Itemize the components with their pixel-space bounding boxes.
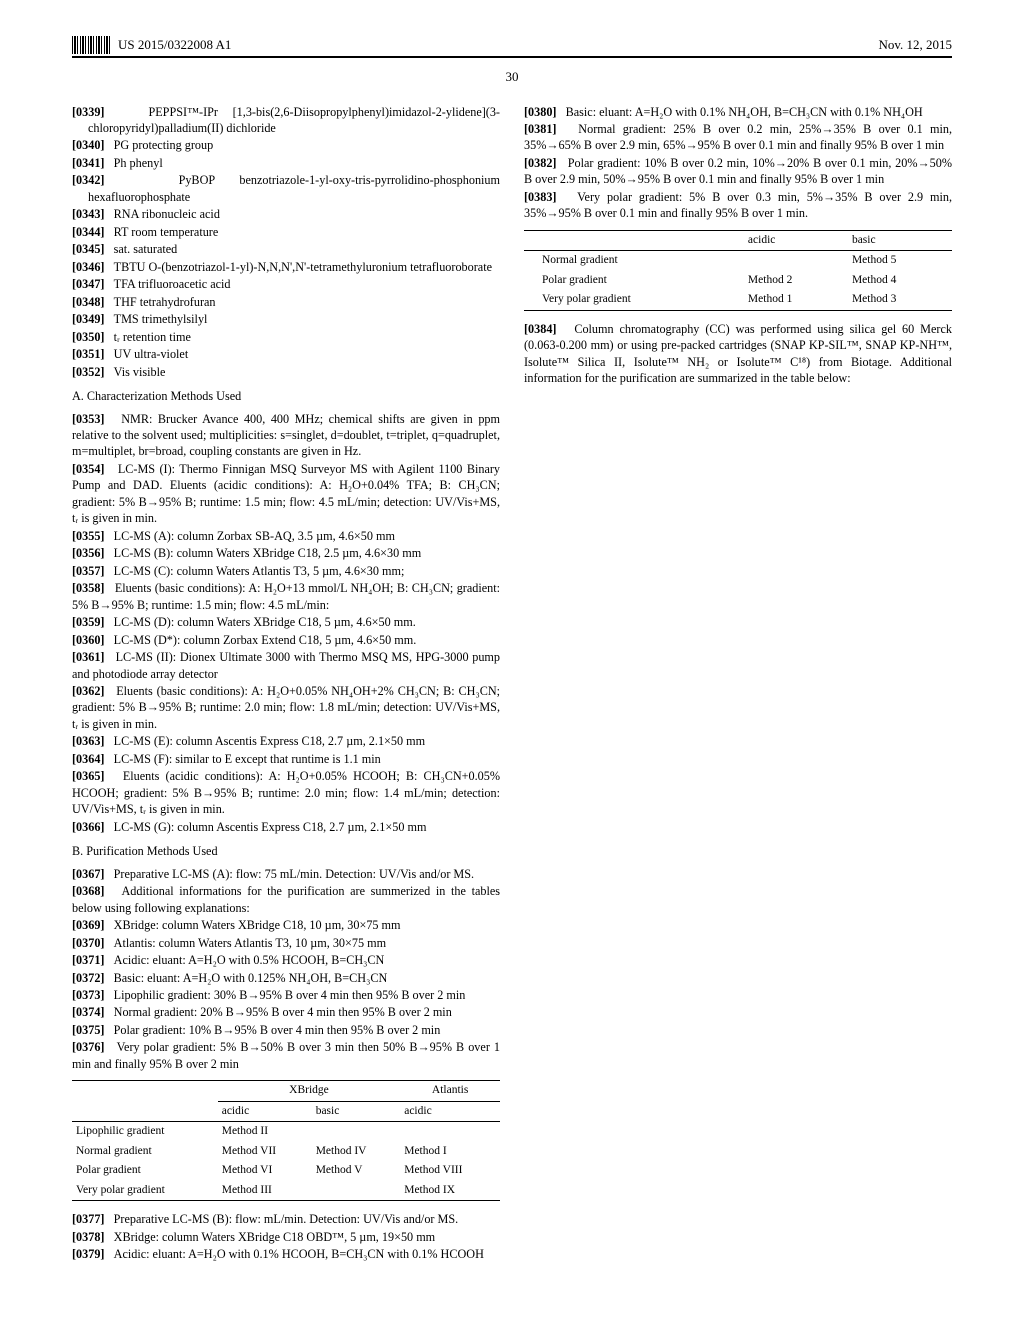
final-entry: [0384] Column chromatography (CC) was pe…: [524, 321, 952, 387]
abbrev-entry: [0344] RT room temperature: [72, 224, 500, 240]
publication-date: Nov. 12, 2015: [878, 36, 952, 54]
abbrev-entry: [0347] TFA trifluoroacetic acid: [72, 276, 500, 292]
char-entry: [0360] LC-MS (D*): column Zorbax Extend …: [72, 632, 500, 648]
right-entry: [0377] Preparative LC-MS (B): flow: mL/m…: [72, 1211, 500, 1227]
char-entry: [0366] LC-MS (G): column Ascentis Expres…: [72, 819, 500, 835]
right-entry: [0374] Normal gradient: 20% B→95% B over…: [72, 1004, 500, 1020]
abbrev-entry: [0345] sat. saturated: [72, 241, 500, 257]
right-entry: [0372] Basic: eluant: A=H₂O with 0.125% …: [72, 970, 500, 986]
char-entry: [0365] Eluents (acidic conditions): A: H…: [72, 768, 500, 817]
right-entry: [0381] Normal gradient: 25% B over 0.2 m…: [524, 121, 952, 154]
char-entry: [0356] LC-MS (B): column Waters XBridge …: [72, 545, 500, 561]
abbrev-entry: [0351] UV ultra-violet: [72, 346, 500, 362]
section-b-heading: B. Purification Methods Used: [72, 843, 500, 859]
right-entry: [0379] Acidic: eluant: A=H₂O with 0.1% H…: [72, 1246, 500, 1262]
abbrev-entry: [0341] Ph phenyl: [72, 155, 500, 171]
method-table-1: XBridgeAtlantis acidicbasicacidic Lipoph…: [72, 1080, 500, 1201]
method-table-2: acidicbasic Normal gradientMethod 5 Pola…: [524, 230, 952, 311]
page-number: 30: [72, 68, 952, 86]
right-entry: [0383] Very polar gradient: 5% B over 0.…: [524, 189, 952, 222]
char-entry: [0364] LC-MS (F): similar to E except th…: [72, 751, 500, 767]
char-entry: [0355] LC-MS (A): column Zorbax SB-AQ, 3…: [72, 528, 500, 544]
pur-entry: [0367] Preparative LC-MS (A): flow: 75 m…: [72, 866, 500, 882]
abbrev-entry: [0348] THF tetrahydrofuran: [72, 294, 500, 310]
content-columns: [0339] PEPPSI™-IPr [1,3-bis(2,6-Diisopro…: [72, 104, 952, 1269]
abbrev-entry: [0349] TMS trimethylsilyl: [72, 311, 500, 327]
char-entry: [0358] Eluents (basic conditions): A: H₂…: [72, 580, 500, 613]
char-entry: [0353] NMR: Brucker Avance 400, 400 MHz;…: [72, 411, 500, 460]
right-entry: [0368] Additional informations for the p…: [72, 883, 500, 916]
abbrev-entry: [0342] PyBOP benzotriazole-1-yl-oxy-tris…: [72, 172, 500, 205]
right-entry: [0382] Polar gradient: 10% B over 0.2 mi…: [524, 155, 952, 188]
char-entry: [0363] LC-MS (E): column Ascentis Expres…: [72, 733, 500, 749]
right-entry: [0376] Very polar gradient: 5% B→50% B o…: [72, 1039, 500, 1072]
right-entry: [0375] Polar gradient: 10% B→95% B over …: [72, 1022, 500, 1038]
abbrev-entry: [0343] RNA ribonucleic acid: [72, 206, 500, 222]
right-entry: [0370] Atlantis: column Waters Atlantis …: [72, 935, 500, 951]
right-entry: [0378] XBridge: column Waters XBridge C1…: [72, 1229, 500, 1245]
abbrev-entry: [0350] tᵣ retention time: [72, 329, 500, 345]
right-entry: [0371] Acidic: eluant: A=H₂O with 0.5% H…: [72, 952, 500, 968]
abbrev-entry: [0352] Vis visible: [72, 364, 500, 380]
right-entry: [0369] XBridge: column Waters XBridge C1…: [72, 917, 500, 933]
page-header: US 2015/0322008 A1 Nov. 12, 2015: [72, 36, 952, 58]
abbrev-entry: [0339] PEPPSI™-IPr [1,3-bis(2,6-Diisopro…: [72, 104, 500, 137]
char-entry: [0357] LC-MS (C): column Waters Atlantis…: [72, 563, 500, 579]
char-entry: [0354] LC-MS (I): Thermo Finnigan MSQ Su…: [72, 461, 500, 527]
char-entry: [0362] Eluents (basic conditions): A: H₂…: [72, 683, 500, 732]
section-a-heading: A. Characterization Methods Used: [72, 388, 500, 404]
char-entry: [0361] LC-MS (II): Dionex Ultimate 3000 …: [72, 649, 500, 682]
abbrev-entry: [0340] PG protecting group: [72, 137, 500, 153]
right-entry: [0373] Lipophilic gradient: 30% B→95% B …: [72, 987, 500, 1003]
right-entry: [0380] Basic: eluant: A=H₂O with 0.1% NH…: [524, 104, 952, 120]
publication-number: US 2015/0322008 A1: [118, 36, 231, 54]
abbrev-entry: [0346] TBTU O-(benzotriazol-1-yl)-N,N,N'…: [72, 259, 500, 275]
barcode-icon: [72, 36, 112, 54]
char-entry: [0359] LC-MS (D): column Waters XBridge …: [72, 614, 500, 630]
